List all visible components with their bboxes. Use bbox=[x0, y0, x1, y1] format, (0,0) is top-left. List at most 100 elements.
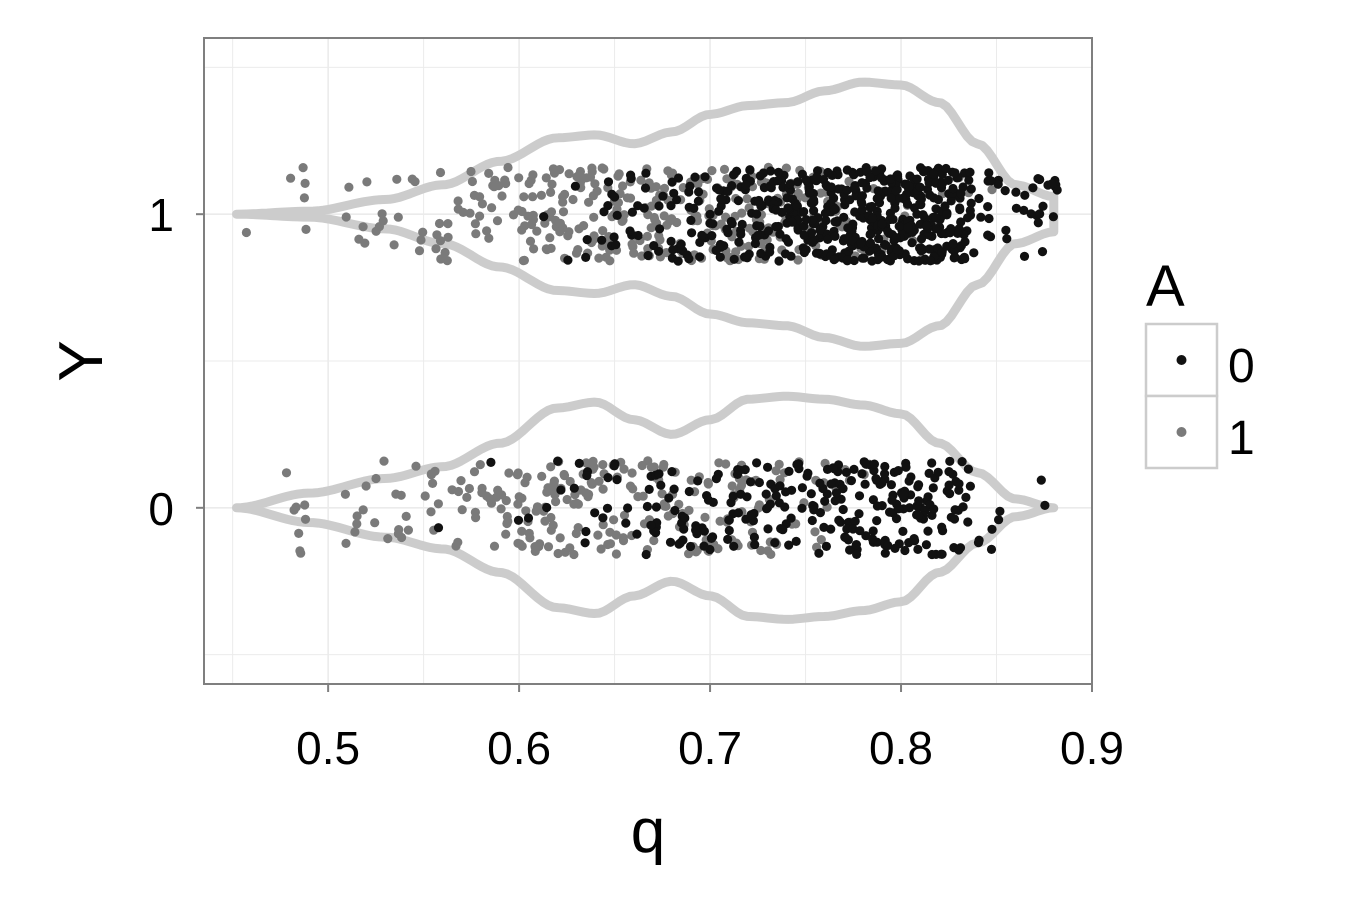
data-point-y1-A0 bbox=[775, 229, 785, 239]
data-point-y1-A1 bbox=[663, 166, 673, 176]
data-point-y1-A1 bbox=[354, 234, 364, 244]
data-point-y0-A0 bbox=[582, 471, 592, 481]
data-point-y1-A1 bbox=[564, 169, 574, 179]
data-point-y1-A0 bbox=[783, 237, 794, 247]
data-point-y1-A1 bbox=[344, 182, 354, 192]
data-point-y0-A0 bbox=[945, 456, 955, 466]
data-point-y1-A1 bbox=[341, 212, 351, 222]
data-point-y1-A0 bbox=[907, 238, 917, 248]
data-point-y1-A1 bbox=[629, 248, 639, 258]
data-point-y1-A0 bbox=[986, 176, 996, 186]
data-point-y0-A0 bbox=[807, 515, 817, 526]
data-point-y0-A0 bbox=[826, 524, 836, 534]
data-point-y0-A1 bbox=[281, 468, 292, 478]
data-point-y1-A1 bbox=[589, 212, 599, 222]
data-point-y1-A0 bbox=[766, 166, 776, 176]
data-point-y1-A0 bbox=[827, 170, 837, 180]
data-point-y0-A1 bbox=[361, 481, 371, 491]
data-point-y0-A0 bbox=[754, 477, 765, 488]
data-point-y0-A1 bbox=[370, 518, 380, 528]
data-point-y0-A0 bbox=[724, 515, 734, 525]
data-point-y1-A0 bbox=[1047, 179, 1057, 189]
data-point-y0-A0 bbox=[814, 548, 824, 558]
data-point-y0-A0 bbox=[797, 503, 807, 513]
data-point-y0-A0 bbox=[994, 515, 1004, 525]
data-point-y1-A0 bbox=[685, 181, 695, 191]
data-point-y0-A1 bbox=[598, 520, 608, 530]
data-point-y1-A0 bbox=[857, 198, 867, 209]
data-point-y0-A0 bbox=[860, 479, 870, 489]
data-point-y0-A1 bbox=[594, 476, 604, 486]
data-point-y1-A0 bbox=[690, 172, 700, 182]
data-point-y0-A0 bbox=[868, 534, 878, 544]
data-point-y1-A1 bbox=[650, 215, 660, 225]
data-point-y0-A1 bbox=[609, 515, 619, 525]
data-point-y0-A1 bbox=[358, 505, 368, 515]
data-point-y0-A1 bbox=[596, 544, 606, 554]
data-point-y1-A0 bbox=[1033, 218, 1043, 228]
data-point-y0-A0 bbox=[542, 502, 552, 513]
data-point-y0-A1 bbox=[598, 484, 608, 494]
data-point-y1-A0 bbox=[931, 178, 941, 188]
data-point-y0-A0 bbox=[784, 466, 794, 476]
data-point-y1-A0 bbox=[950, 168, 960, 178]
data-point-y1-A0 bbox=[612, 210, 622, 220]
data-point-y0-A1 bbox=[513, 538, 523, 548]
data-point-y1-A0 bbox=[694, 187, 704, 197]
data-point-y0-A1 bbox=[482, 491, 492, 501]
data-point-y0-A0 bbox=[894, 504, 904, 514]
data-point-y0-A0 bbox=[830, 496, 840, 506]
panel-border bbox=[203, 37, 1093, 685]
data-point-y0-A0 bbox=[569, 483, 579, 493]
data-point-y1-A0 bbox=[925, 190, 935, 200]
data-point-y0-A0 bbox=[849, 464, 859, 474]
data-point-y1-A1 bbox=[642, 231, 653, 241]
data-point-y0-A0 bbox=[887, 495, 897, 505]
data-point-y0-A1 bbox=[531, 506, 541, 516]
data-point-y1-A0 bbox=[700, 172, 710, 182]
data-point-y1-A0 bbox=[953, 228, 963, 238]
data-point-y1-A1 bbox=[619, 210, 629, 220]
data-point-y1-A0 bbox=[801, 215, 811, 225]
data-point-y1-A1 bbox=[241, 227, 251, 238]
data-point-y1-A1 bbox=[793, 255, 803, 265]
data-point-y1-A0 bbox=[603, 201, 613, 211]
data-point-y0-A1 bbox=[763, 546, 773, 556]
data-point-y0-A1 bbox=[546, 525, 556, 535]
data-point-y1-A1 bbox=[514, 173, 524, 183]
data-point-y1-A0 bbox=[921, 220, 932, 231]
data-point-y0-A1 bbox=[584, 489, 594, 499]
axis-layer: 0.5 0.6 0.7 0.8 0.9 0 1 bbox=[148, 189, 1124, 774]
data-point-y1-A0 bbox=[903, 199, 913, 209]
data-point-y1-A0 bbox=[741, 180, 751, 190]
data-point-y1-A0 bbox=[865, 238, 876, 248]
data-point-y1-A0 bbox=[833, 184, 844, 194]
data-point-y1-A0 bbox=[830, 217, 840, 227]
data-point-y1-A0 bbox=[830, 231, 840, 241]
data-point-y1-A0 bbox=[950, 252, 960, 262]
data-point-y1-A0 bbox=[842, 255, 853, 265]
data-point-y1-A0 bbox=[807, 237, 818, 247]
data-point-y0-A1 bbox=[456, 476, 466, 486]
data-point-y1-A0 bbox=[742, 253, 752, 263]
data-point-y1-A0 bbox=[750, 238, 761, 249]
violin-outline-0 bbox=[232, 391, 1059, 624]
data-point-y1-A0 bbox=[984, 213, 994, 224]
legend-label-0: 0 bbox=[1228, 340, 1255, 393]
data-point-y1-A1 bbox=[625, 193, 636, 203]
data-point-y0-A1 bbox=[658, 462, 668, 472]
data-point-y0-A0 bbox=[841, 467, 852, 477]
data-point-y1-A0 bbox=[885, 174, 896, 184]
data-point-y0-A1 bbox=[551, 497, 561, 507]
data-point-y0-A0 bbox=[880, 469, 890, 479]
data-point-y0-A0 bbox=[802, 471, 812, 481]
data-point-y0-A1 bbox=[774, 459, 784, 469]
data-point-y0-A0 bbox=[612, 475, 622, 485]
data-point-y0-A1 bbox=[475, 460, 485, 470]
data-point-y0-A1 bbox=[504, 468, 514, 478]
data-point-y1-A0 bbox=[993, 179, 1003, 189]
data-point-y0-A1 bbox=[593, 530, 603, 540]
data-point-y0-A0 bbox=[621, 518, 631, 528]
data-point-y0-A1 bbox=[754, 500, 765, 510]
